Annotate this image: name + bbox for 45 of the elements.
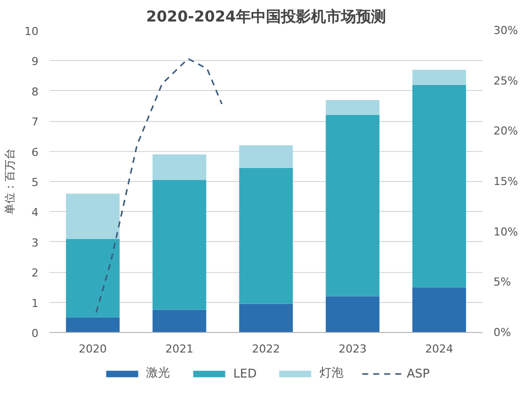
y2-tick-label: 5%: [494, 276, 511, 289]
x-tick-label: 2022: [252, 342, 280, 356]
y-tick-label: 6: [32, 146, 38, 159]
y2-tick-label: 30%: [494, 24, 518, 37]
y-tick-label: 4: [32, 206, 38, 220]
y2-tick-label: 10%: [494, 225, 518, 238]
y2-tick-label: 15%: [494, 175, 518, 188]
x-tick-label: 2023: [338, 342, 367, 356]
bar: [152, 154, 206, 180]
bar: [412, 70, 466, 85]
legend-label: ASP: [406, 366, 430, 380]
bar: [412, 84, 466, 288]
y-tick-label: 7: [32, 116, 38, 129]
y-tick-label: 0: [32, 327, 38, 340]
y-tick-label: 8: [32, 85, 38, 98]
bar: [66, 317, 120, 332]
bar: [239, 145, 293, 168]
bar: [239, 168, 293, 304]
y-tick-label: 5: [32, 176, 38, 189]
legend-label: LED: [233, 366, 257, 380]
bar: [412, 287, 466, 332]
y-tick-label: 9: [32, 55, 38, 68]
legend-label: 灯泡: [320, 364, 344, 382]
y-tick-label: 10: [24, 25, 39, 38]
x-tick-label: 2024: [425, 342, 454, 356]
bar: [326, 100, 380, 116]
bar: [152, 180, 206, 310]
y-tick-label: 2: [32, 266, 38, 280]
bar: [66, 238, 120, 318]
y-tick-label: 3: [32, 236, 38, 250]
x-tick-label: 2021: [165, 342, 194, 356]
bar: [326, 115, 380, 296]
bar: [326, 296, 380, 332]
bar: [66, 194, 120, 239]
x-tick-label: 2020: [78, 342, 107, 356]
line-series: [96, 58, 223, 314]
y-tick-label: 1: [32, 296, 38, 310]
legend-label: 激光: [146, 364, 170, 382]
y-axis-title: 单位：百万台: [4, 148, 17, 214]
y2-tick-label: 25%: [494, 74, 518, 88]
bar: [239, 304, 293, 332]
y2-tick-label: 0%: [494, 326, 511, 339]
bar: [152, 310, 206, 332]
y2-tick-label: 20%: [494, 124, 518, 138]
chart-title: 2020-2024年中国投影机市场预测: [146, 8, 386, 26]
